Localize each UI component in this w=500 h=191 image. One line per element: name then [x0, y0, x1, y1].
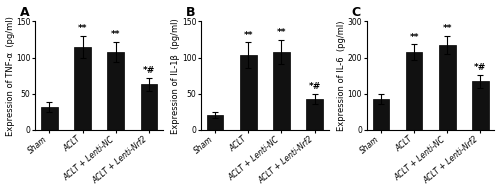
Text: **: **: [111, 30, 120, 39]
Bar: [472, 81, 488, 130]
Bar: [273, 52, 289, 130]
Text: *#: *#: [308, 82, 320, 91]
Text: C: C: [352, 6, 360, 19]
Bar: [41, 107, 58, 130]
Bar: [372, 99, 389, 130]
Text: **: **: [410, 32, 419, 41]
Bar: [74, 47, 91, 130]
Bar: [140, 84, 157, 130]
Bar: [439, 45, 456, 130]
Text: **: **: [78, 24, 88, 33]
Bar: [306, 99, 323, 130]
Bar: [207, 115, 224, 130]
Text: B: B: [186, 6, 196, 19]
Text: *#: *#: [142, 66, 155, 75]
Bar: [108, 52, 124, 130]
Text: *#: *#: [474, 63, 486, 72]
Text: A: A: [20, 6, 30, 19]
Y-axis label: Expression of IL-6  (pg/ml): Expression of IL-6 (pg/ml): [337, 20, 346, 131]
Y-axis label: Expression of IL-1β  (pg/ml): Expression of IL-1β (pg/ml): [172, 18, 180, 134]
Text: **: **: [276, 28, 286, 37]
Bar: [240, 55, 256, 130]
Text: **: **: [244, 31, 253, 40]
Bar: [406, 52, 422, 130]
Y-axis label: Expression of TNF-α  (pg/ml): Expression of TNF-α (pg/ml): [6, 16, 15, 136]
Text: **: **: [442, 24, 452, 33]
